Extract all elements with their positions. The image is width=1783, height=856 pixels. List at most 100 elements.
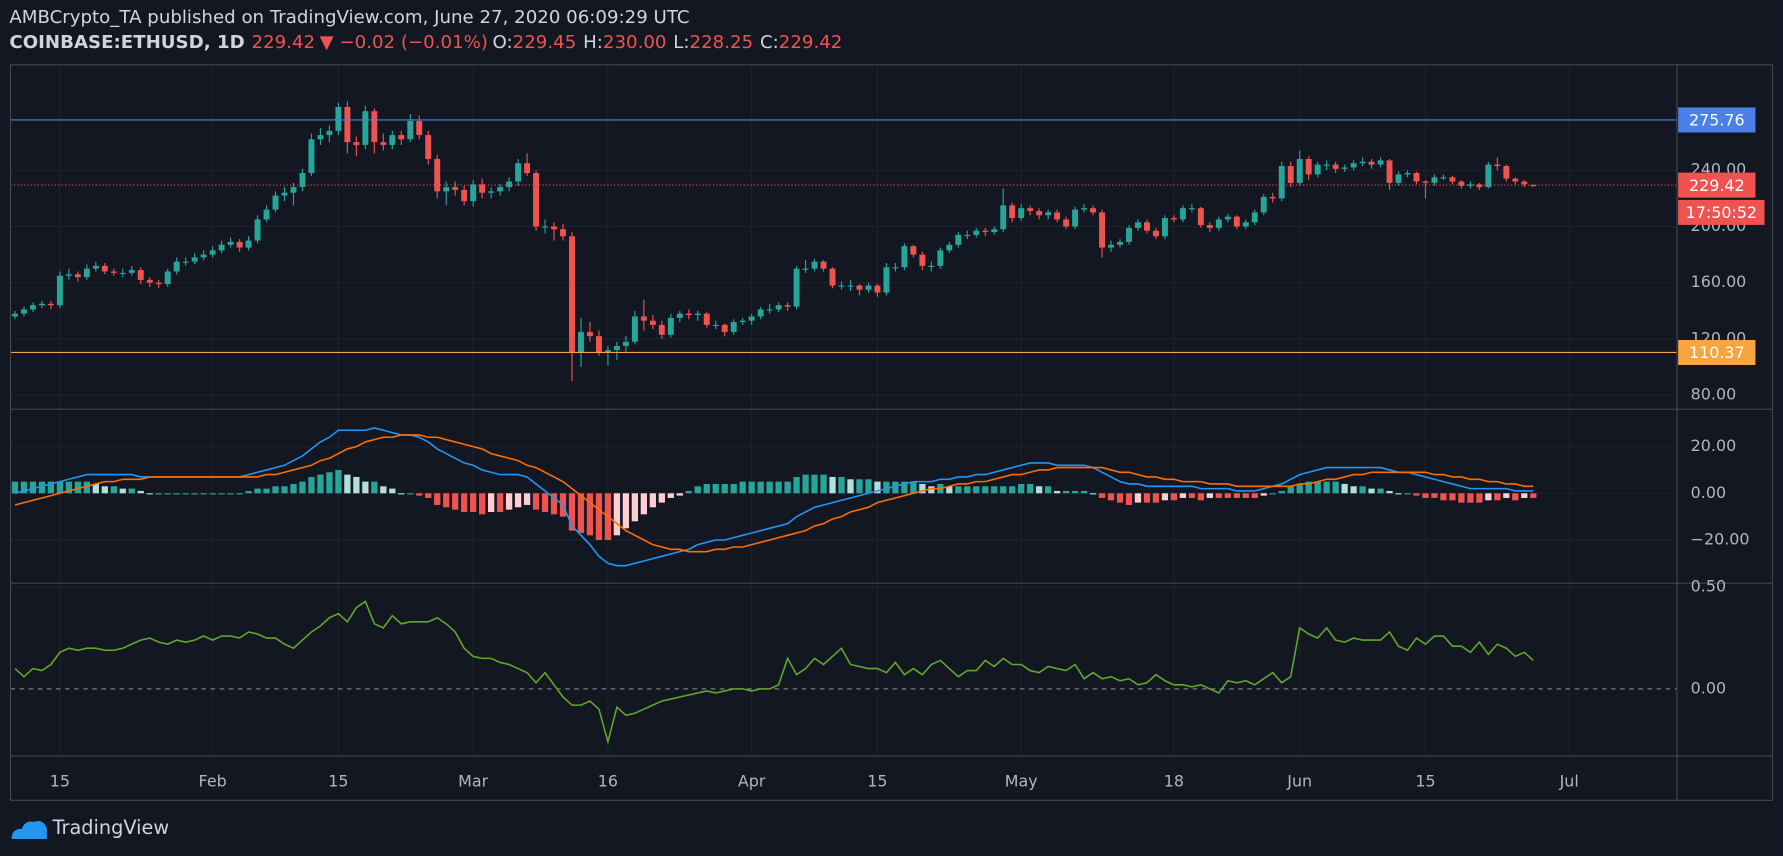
candle-body xyxy=(344,106,351,143)
candle-body xyxy=(371,111,378,143)
histogram-bar xyxy=(1431,493,1438,498)
histogram-bar xyxy=(1449,493,1456,501)
candle-body xyxy=(622,341,629,346)
histogram-bar xyxy=(110,486,117,494)
candle-body xyxy=(847,285,854,287)
x-tick-label: 18 xyxy=(1164,772,1184,791)
candle-body xyxy=(488,191,495,193)
histogram-bar xyxy=(991,486,998,494)
candle-body xyxy=(317,135,324,140)
candle-body xyxy=(1323,164,1330,166)
candle-body xyxy=(182,261,189,263)
candle-body xyxy=(101,265,108,272)
candle-body xyxy=(569,236,575,354)
histogram-bar xyxy=(649,493,656,508)
histogram-bar xyxy=(29,481,37,494)
histogram-bar xyxy=(11,481,19,494)
histogram-bar xyxy=(487,493,495,512)
histogram-bar xyxy=(892,481,899,494)
symbol: COINBASE:ETHUSD, 1D xyxy=(9,32,244,53)
candle-body xyxy=(658,324,665,335)
candle-body xyxy=(1242,222,1249,227)
candle-body xyxy=(1224,216,1231,220)
y-tick-label: 0.00 xyxy=(1691,483,1726,502)
candle-body xyxy=(973,230,980,235)
pane xyxy=(10,586,1678,745)
candle-body xyxy=(766,309,773,311)
candle-body xyxy=(146,279,153,283)
candle-body xyxy=(254,219,261,241)
candle-body xyxy=(398,135,405,140)
candle-body xyxy=(1143,222,1150,231)
low-label: L: xyxy=(673,32,689,53)
y-tick-label: 20.00 xyxy=(1691,436,1737,455)
candle-body xyxy=(1260,196,1267,213)
histogram-bar xyxy=(694,486,701,494)
candle-body xyxy=(83,268,90,278)
candle-body xyxy=(1009,205,1016,219)
histogram-bar xyxy=(1233,493,1240,498)
candle-body xyxy=(1476,184,1483,188)
candle-body xyxy=(110,271,117,273)
close: 229.42 xyxy=(779,32,843,53)
candle-body xyxy=(856,285,863,290)
high: 230.00 xyxy=(603,32,667,53)
histogram-bar xyxy=(577,493,585,533)
histogram-bar xyxy=(83,481,90,494)
y-tick-label: 0.50 xyxy=(1691,577,1726,596)
last-price-label: 229.42 xyxy=(1689,176,1745,195)
histogram-bar xyxy=(443,493,450,508)
histogram-bar xyxy=(883,481,890,494)
x-tick-label: 15 xyxy=(1415,772,1435,791)
histogram-bar xyxy=(164,493,171,495)
candle-body xyxy=(1081,208,1088,210)
candle-body xyxy=(173,261,180,272)
candle-body xyxy=(272,195,279,210)
histogram-bar xyxy=(1027,483,1034,494)
frame xyxy=(9,64,1774,801)
candle-body xyxy=(1458,181,1465,186)
candle-body xyxy=(1054,212,1061,220)
candle-body xyxy=(56,275,63,306)
candle-body xyxy=(1449,177,1456,182)
candle-body xyxy=(739,320,746,323)
candle-body xyxy=(883,267,890,293)
candle-body xyxy=(1161,218,1168,237)
candle-body xyxy=(667,317,674,335)
candle-body xyxy=(1072,209,1079,227)
candle-body xyxy=(1521,181,1528,185)
candle-body xyxy=(775,305,782,310)
candle-body xyxy=(901,246,908,268)
candle-body xyxy=(631,316,638,342)
histogram-bar xyxy=(964,486,971,494)
oscillator-line xyxy=(14,600,1534,745)
histogram-bar xyxy=(541,493,549,512)
y-tick-label: 80.00 xyxy=(1691,385,1737,404)
x-tick-label: Mar xyxy=(458,772,488,791)
histogram-bar xyxy=(1503,493,1510,498)
histogram-bar xyxy=(532,493,540,510)
histogram-bar xyxy=(263,488,270,494)
histogram-bar xyxy=(398,493,405,495)
histogram-bar xyxy=(1368,488,1375,494)
histogram-bar xyxy=(1089,493,1097,495)
candle-body xyxy=(299,173,306,188)
histogram-bar xyxy=(416,493,423,496)
candle-body xyxy=(1170,218,1177,220)
histogram-bar xyxy=(218,493,225,495)
logo-icon xyxy=(11,821,47,839)
histogram-bar xyxy=(227,493,234,495)
histogram-bar xyxy=(946,486,953,494)
candle-body xyxy=(416,121,423,136)
histogram-bar xyxy=(290,483,297,494)
histogram-bar xyxy=(1512,493,1519,501)
histogram-bar xyxy=(829,476,836,494)
histogram-bar xyxy=(1224,493,1231,498)
candle-body xyxy=(1440,177,1447,179)
candle-body xyxy=(820,261,827,269)
countdown-tag xyxy=(1678,199,1765,225)
histogram-bar xyxy=(676,493,683,496)
candle-body xyxy=(1296,158,1303,183)
histogram-bar xyxy=(1044,486,1052,494)
